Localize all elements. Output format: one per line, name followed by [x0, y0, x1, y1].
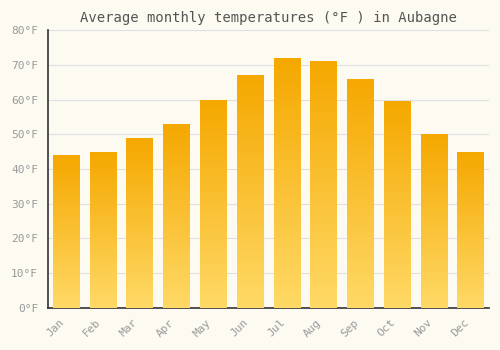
Title: Average monthly temperatures (°F ) in Aubagne: Average monthly temperatures (°F ) in Au… [80, 11, 457, 25]
